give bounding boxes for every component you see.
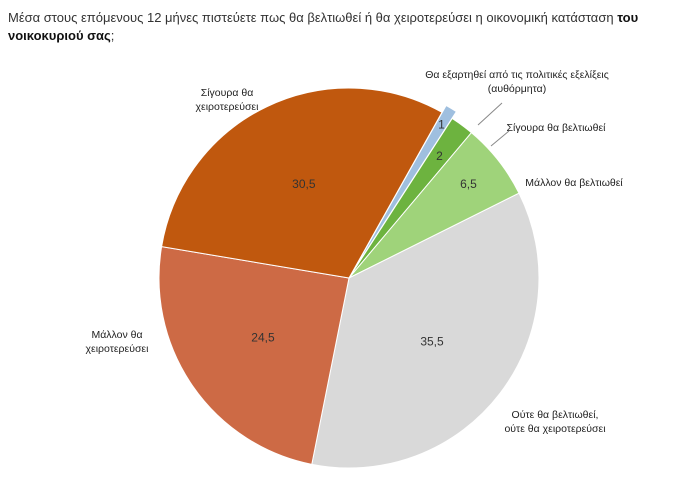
pie-slices — [158, 87, 540, 469]
pie-slice-6 — [161, 87, 443, 279]
slice-value-label-4: 35,5 — [420, 334, 444, 348]
slice-category-label-1: Θα εξαρτηθεί από τις πολιτικές εξελίξεις… — [425, 69, 609, 95]
slice-value-label-6: 30,5 — [292, 177, 316, 191]
slice-category-label-3: Μάλλον θα βελτιωθεί — [525, 177, 623, 189]
pie-slice-5 — [158, 246, 350, 465]
chart-title-bold: του νοικοκυριού σας — [8, 10, 639, 43]
chart-title: Μέσα στους επόμενους 12 μήνες πιστεύετε … — [8, 9, 698, 45]
slice-value-label-5: 24,5 — [251, 330, 275, 344]
slice-category-label-5: Μάλλον θα χειροτερεύσει — [86, 329, 150, 355]
slice-category-label-4: Ούτε θα βελτιωθεί, ούτε θα χειροτερεύσει — [504, 409, 606, 435]
leader-line-1 — [477, 102, 503, 126]
leader-lines — [477, 102, 510, 147]
leader-line-2 — [490, 130, 510, 147]
pie-slice-4 — [311, 192, 540, 469]
slice-category-label-6: Σίγουρα θα χειροτερεύσει — [196, 87, 260, 113]
slice-category-label-2: Σίγουρα θα βελτιωθεί — [507, 122, 607, 134]
chart-title-end: ; — [110, 28, 115, 43]
pie-slice-1 — [352, 104, 458, 272]
slice-labels: 1 Θα εξαρτηθεί από τις πολιτικές εξελίξει… — [86, 69, 624, 435]
slice-value-label-2: 2 — [436, 149, 443, 163]
slice-value-label-3: 6,5 — [460, 177, 477, 191]
slice-value-label-1: 1 — [438, 118, 445, 132]
chart-title-text: Μέσα στους επόμενους 12 μήνες πιστεύετε … — [8, 10, 614, 25]
